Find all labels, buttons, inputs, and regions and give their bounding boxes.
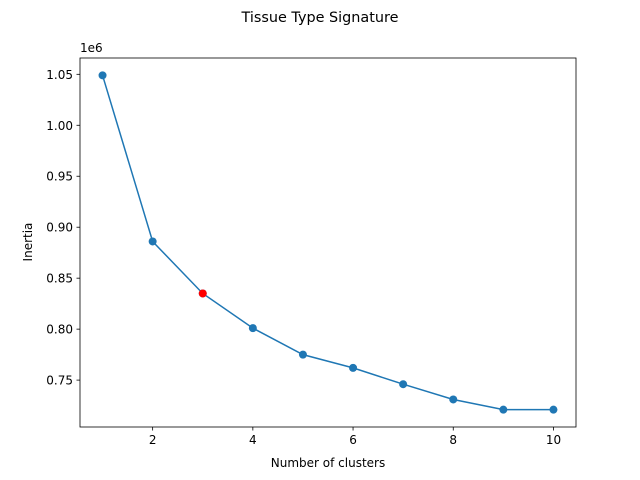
y-tick-label: 0.95 bbox=[46, 170, 73, 184]
plot-area bbox=[79, 57, 577, 428]
y-tick-label: 0.85 bbox=[46, 272, 73, 286]
y-tick-label: 0.90 bbox=[46, 221, 73, 235]
data-point bbox=[349, 363, 358, 372]
series-line bbox=[101, 75, 554, 411]
y-tick-label: 1.00 bbox=[46, 119, 73, 133]
data-point bbox=[248, 324, 257, 333]
x-axis-label: Number of clusters bbox=[271, 456, 385, 470]
y-offset-label: 1e6 bbox=[80, 41, 103, 55]
x-tick-label: 10 bbox=[546, 433, 561, 447]
highlight-point bbox=[198, 289, 207, 298]
data-point bbox=[399, 380, 408, 389]
y-axis-label: Inertia bbox=[21, 223, 35, 262]
data-point bbox=[298, 350, 307, 359]
y-tick-label: 0.80 bbox=[46, 323, 73, 337]
y-tick-label: 0.75 bbox=[46, 374, 73, 388]
data-point bbox=[449, 395, 458, 404]
x-tick-label: 2 bbox=[149, 433, 157, 447]
y-tick-label: 1.05 bbox=[46, 68, 73, 82]
x-tick-label: 8 bbox=[449, 433, 457, 447]
chart-title: Tissue Type Signature bbox=[241, 10, 399, 26]
x-axis-ticks: 2 4 6 8 10 bbox=[149, 427, 561, 447]
y-axis-ticks: 0.75 0.80 0.85 0.90 0.95 1.00 1.05 bbox=[46, 68, 80, 388]
x-tick-label: 4 bbox=[249, 433, 257, 447]
data-point bbox=[549, 405, 558, 414]
series-group bbox=[98, 71, 558, 414]
data-point bbox=[148, 237, 157, 246]
x-tick-label: 6 bbox=[349, 433, 357, 447]
data-point bbox=[98, 71, 107, 80]
data-point bbox=[499, 405, 508, 414]
